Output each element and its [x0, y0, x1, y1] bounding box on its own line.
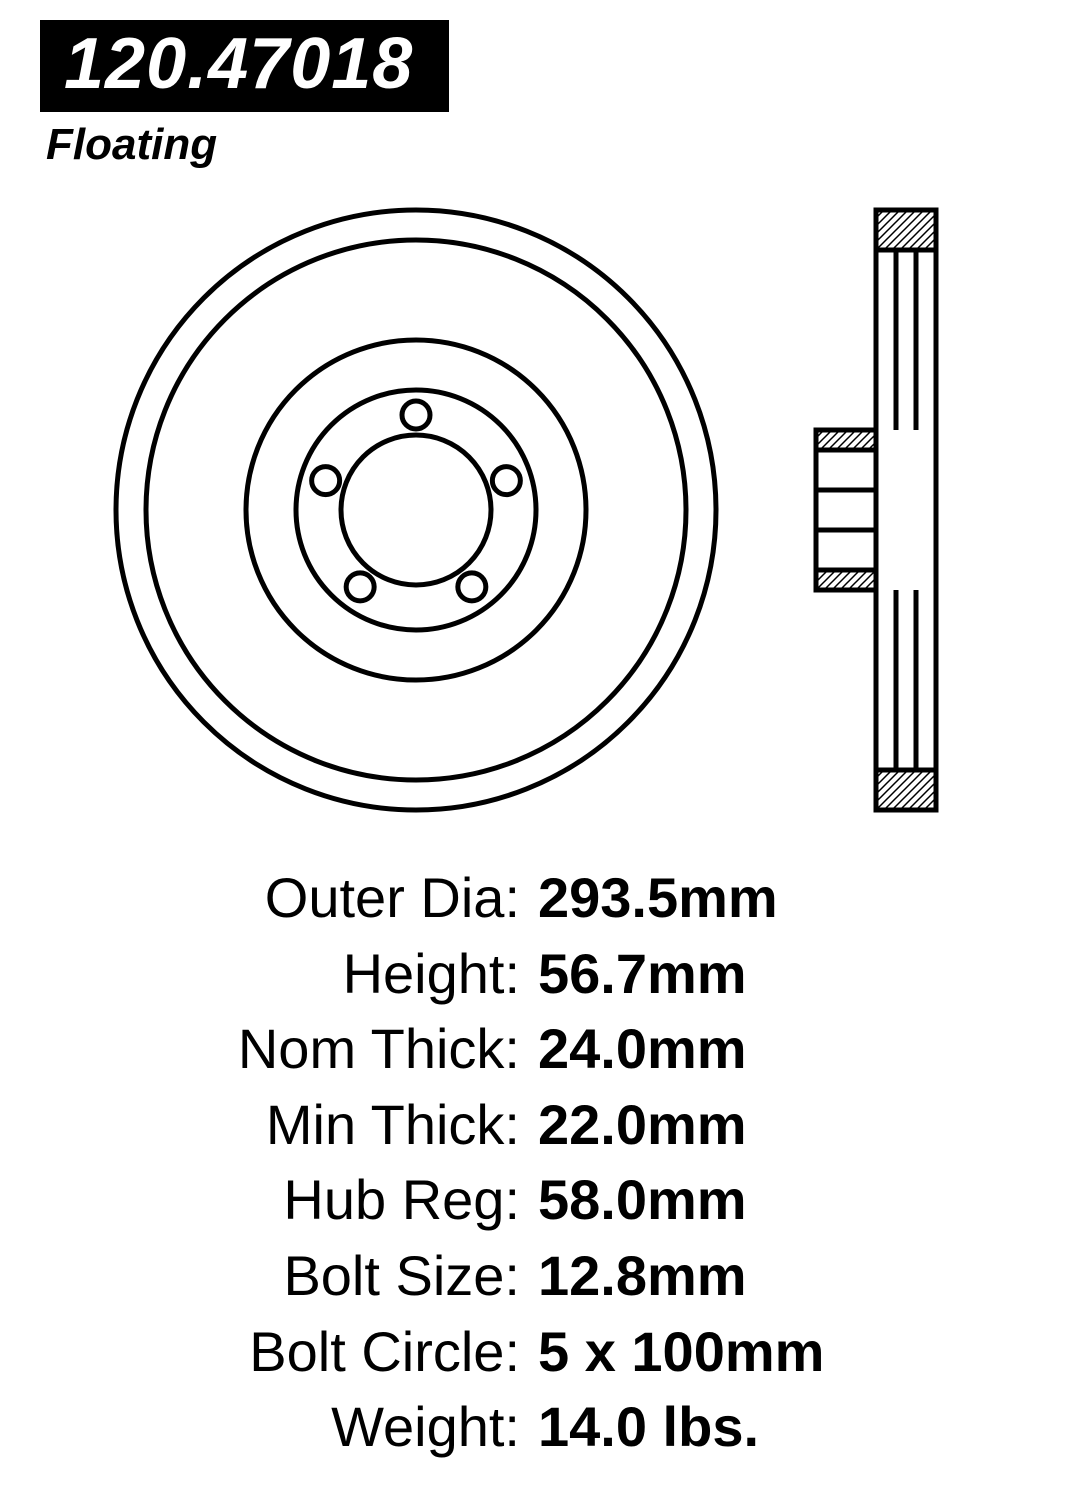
spec-label: Height: — [40, 936, 538, 1012]
rotor-front-view — [96, 190, 736, 830]
spec-row: Nom Thick:24.0mm — [40, 1011, 1032, 1087]
spec-label: Min Thick: — [40, 1087, 538, 1163]
spec-row: Bolt Size:12.8mm — [40, 1238, 1032, 1314]
spec-row: Bolt Circle:5 x 100mm — [40, 1314, 1032, 1390]
spec-value: 5 x 100mm — [538, 1314, 1032, 1390]
spec-sheet: 120.47018 Floating — [0, 0, 1072, 1500]
spec-row: Weight:14.0 lbs. — [40, 1389, 1032, 1465]
spec-row: Min Thick:22.0mm — [40, 1087, 1032, 1163]
spec-value: 12.8mm — [538, 1238, 1032, 1314]
spec-label: Outer Dia: — [40, 860, 538, 936]
spec-label: Weight: — [40, 1389, 538, 1465]
rotor-type-label: Floating — [46, 120, 1032, 170]
rotor-side-view — [776, 190, 976, 830]
technical-drawing — [40, 180, 1032, 840]
spec-value: 56.7mm — [538, 936, 1032, 1012]
spec-label: Bolt Circle: — [40, 1314, 538, 1390]
spec-label: Nom Thick: — [40, 1011, 538, 1087]
spec-value: 22.0mm — [538, 1087, 1032, 1163]
spec-row: Outer Dia:293.5mm — [40, 860, 1032, 936]
spec-label: Hub Reg: — [40, 1162, 538, 1238]
spec-row: Hub Reg:58.0mm — [40, 1162, 1032, 1238]
spec-value: 24.0mm — [538, 1011, 1032, 1087]
spec-value: 58.0mm — [538, 1162, 1032, 1238]
spec-value: 293.5mm — [538, 860, 1032, 936]
spec-label: Bolt Size: — [40, 1238, 538, 1314]
spec-table: Outer Dia:293.5mmHeight:56.7mmNom Thick:… — [40, 860, 1032, 1465]
spec-value: 14.0 lbs. — [538, 1389, 1032, 1465]
part-number-header: 120.47018 — [40, 20, 449, 112]
spec-row: Height:56.7mm — [40, 936, 1032, 1012]
